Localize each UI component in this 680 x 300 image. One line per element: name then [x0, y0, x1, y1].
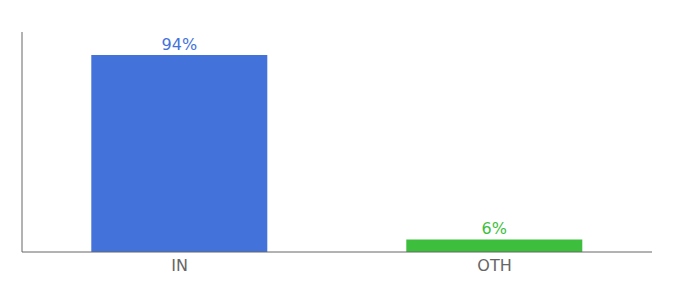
svg-text:IN: IN [171, 256, 188, 275]
svg-text:94%: 94% [162, 35, 198, 54]
svg-text:6%: 6% [482, 219, 507, 238]
svg-text:OTH: OTH [477, 256, 511, 275]
